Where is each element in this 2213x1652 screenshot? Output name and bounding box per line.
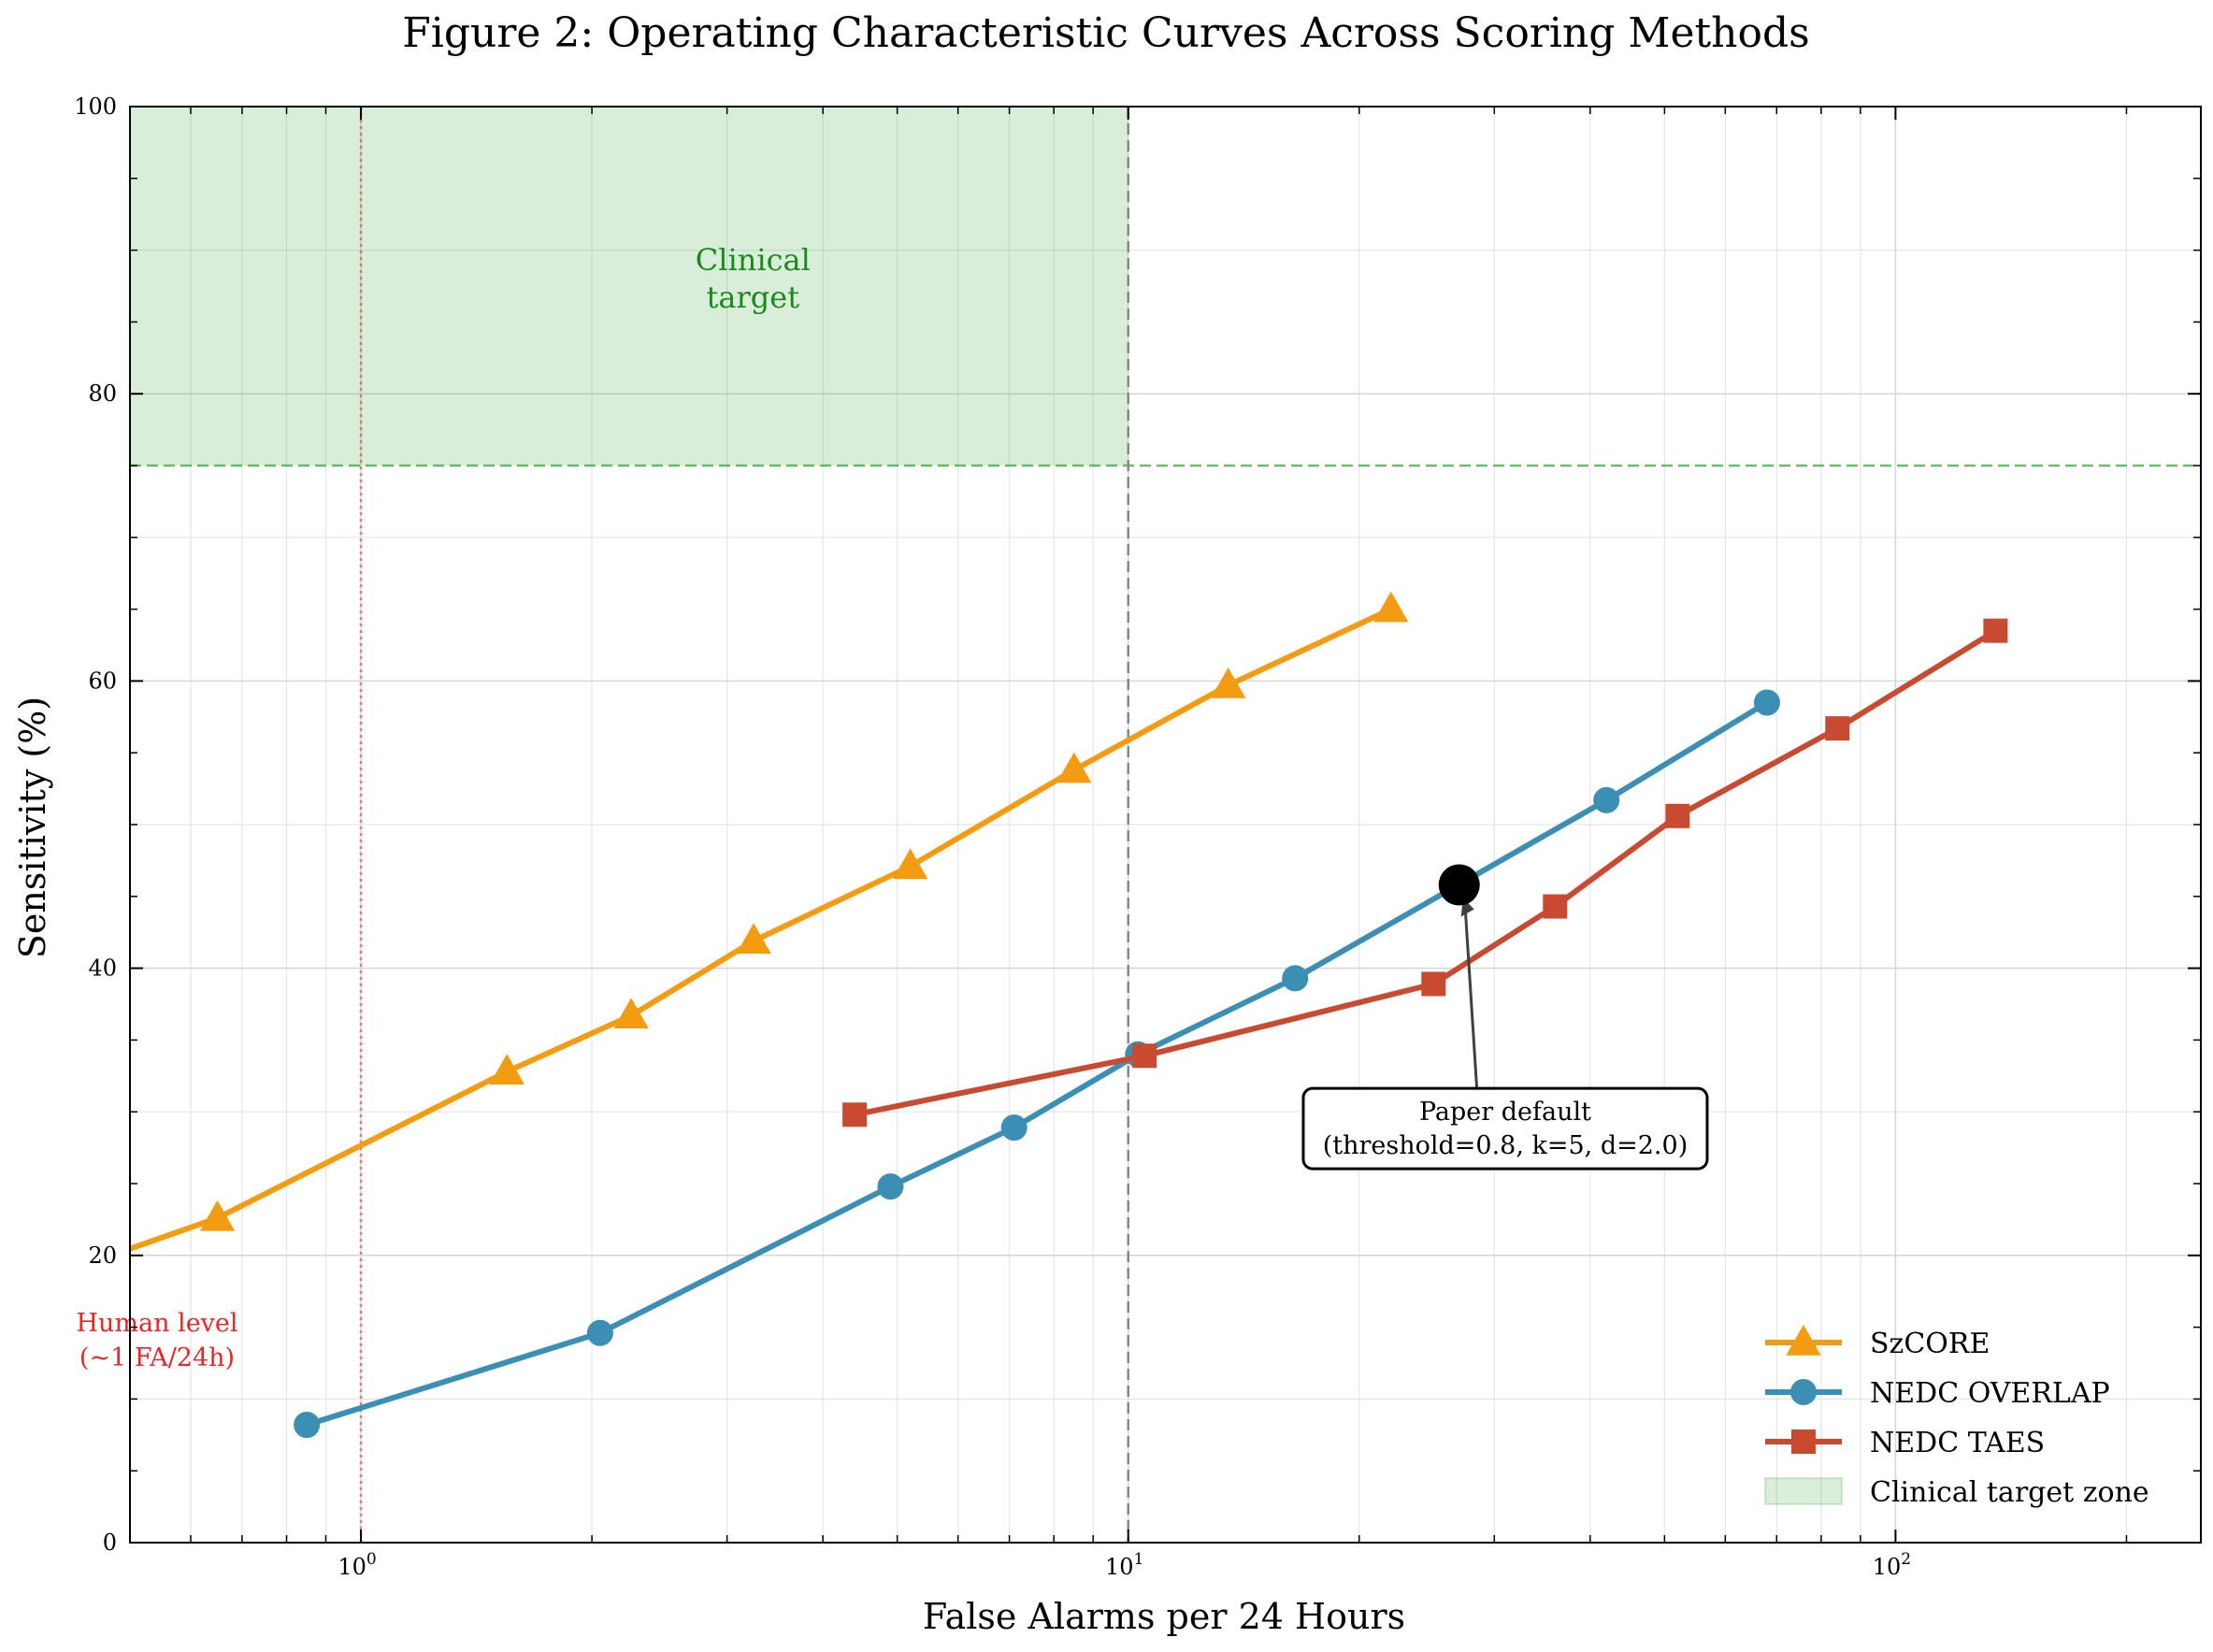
series-point-nedc-overlap xyxy=(1282,965,1309,992)
legend-label-zone: Clinical target zone xyxy=(1870,1476,2149,1509)
series-layer xyxy=(130,591,2008,1439)
zone-label-line2: target xyxy=(707,280,800,315)
legend-marker-nedc-taes xyxy=(1791,1429,1816,1454)
series-point-nedc-taes xyxy=(1132,1043,1157,1069)
legend-label-nedc-overlap: NEDC OVERLAP xyxy=(1870,1377,2110,1410)
series-point-szcore xyxy=(489,1054,525,1085)
series-point-nedc-taes xyxy=(1543,894,1568,919)
clinical-target-zone-rect xyxy=(130,107,1128,466)
chart-title: Figure 2: Operating Characteristic Curve… xyxy=(402,9,1810,57)
legend-marker-szcore xyxy=(1786,1324,1821,1356)
paper-default-point xyxy=(1438,864,1480,906)
series-point-nedc-overlap xyxy=(877,1173,904,1200)
legend: SzCORE NEDC OVERLAP NEDC TAES Clinical targ… xyxy=(1764,1324,2149,1509)
y-tick-label: 0 xyxy=(103,1530,117,1556)
ticks: 100 101 102 0 20 40 60 80 100 xyxy=(74,93,2201,1580)
series-point-nedc-taes xyxy=(1665,803,1690,828)
series-point-nedc-taes xyxy=(842,1102,868,1128)
series-point-szcore xyxy=(892,848,928,880)
y-tick-label: 20 xyxy=(88,1243,117,1269)
series-point-nedc-taes xyxy=(1825,716,1850,741)
y-axis-label: Sensitivity (%) xyxy=(12,697,53,958)
annotation-arrow xyxy=(1463,901,1479,1095)
reference-lines xyxy=(130,107,2201,1543)
legend-marker-nedc-overlap xyxy=(1790,1379,1817,1405)
zone-label-line1: Clinical xyxy=(696,242,811,278)
series-point-nedc-overlap xyxy=(1753,689,1780,716)
series-point-nedc-overlap xyxy=(294,1412,321,1439)
series-point-nedc-overlap xyxy=(586,1319,613,1346)
series-line-nedc-overlap xyxy=(306,699,1769,1428)
legend-swatch-zone xyxy=(1764,1477,1843,1505)
series-point-nedc-overlap xyxy=(1000,1114,1027,1142)
human-level-label-line2: (~1 FA/24h) xyxy=(79,1343,235,1372)
x-axis-label: False Alarms per 24 Hours xyxy=(923,1596,1405,1637)
minor-grid xyxy=(130,107,2201,1543)
series-point-szcore xyxy=(1373,591,1409,623)
series-point-szcore xyxy=(1210,667,1246,698)
human-level-label-line1: Human level xyxy=(76,1309,237,1338)
legend-label-szcore: SzCORE xyxy=(1870,1328,1990,1360)
x-tick-label: 101 xyxy=(1105,1550,1143,1580)
x-tick-label: 100 xyxy=(338,1550,376,1580)
series-point-szcore xyxy=(613,998,649,1029)
annotation-line2: (threshold=0.8, k=5, d=2.0) xyxy=(1323,1131,1688,1160)
series-point-nedc-overlap xyxy=(1593,786,1620,813)
series-point-nedc-taes xyxy=(1421,971,1446,997)
annotation-layer: Paper default (threshold=0.8, k=5, d=2.0)… xyxy=(76,864,1709,1372)
y-tick-label: 60 xyxy=(88,668,117,694)
y-tick-label: 100 xyxy=(74,93,117,120)
series-point-szcore xyxy=(199,1199,236,1231)
series-group xyxy=(130,591,2008,1439)
series-point-szcore xyxy=(736,923,771,955)
legend-label-nedc-taes: NEDC TAES xyxy=(1870,1427,2045,1459)
series-point-nedc-taes xyxy=(1983,618,2008,643)
y-tick-label: 80 xyxy=(88,381,117,407)
series-point-szcore xyxy=(1056,752,1092,783)
annotation-line1: Paper default xyxy=(1419,1098,1591,1127)
y-tick-label: 40 xyxy=(88,955,117,982)
annotation-box xyxy=(1301,1086,1709,1171)
x-tick-label: 102 xyxy=(1873,1550,1911,1580)
